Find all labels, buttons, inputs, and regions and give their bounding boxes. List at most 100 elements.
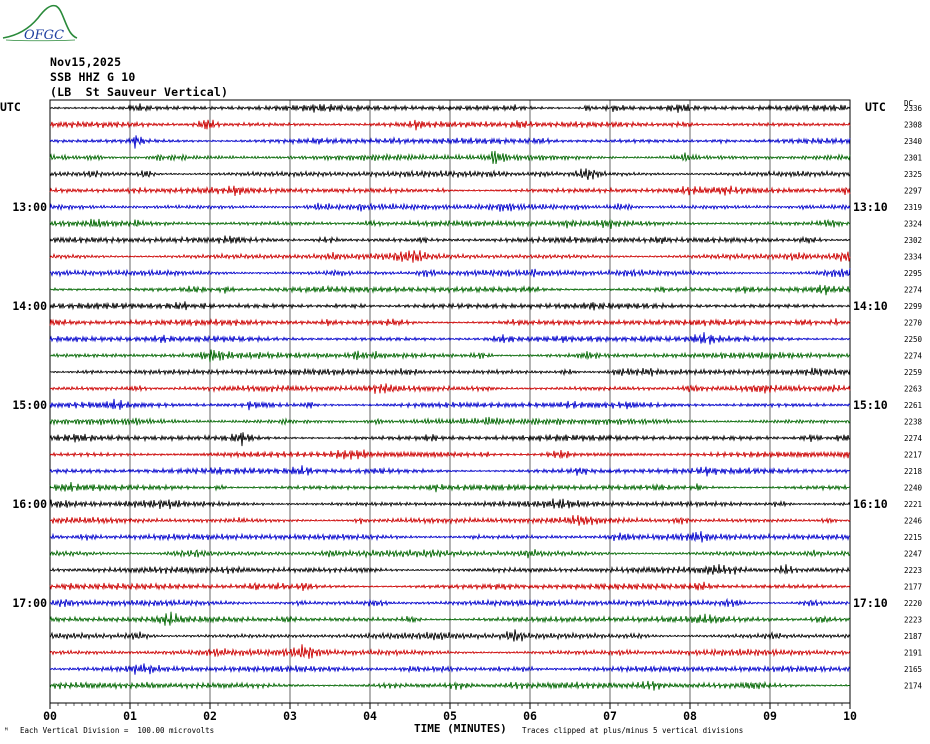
trace-line — [49, 629, 851, 642]
dc-label: DC — [904, 99, 914, 108]
dc-offset-label: 2215 — [904, 533, 922, 542]
dc-offset-label: 2263 — [904, 385, 922, 394]
dc-offset-label: 2334 — [904, 253, 923, 262]
x-tick-label: 06 — [523, 709, 537, 723]
left-hour-label: 14:00 — [12, 299, 47, 313]
trace-line — [49, 318, 851, 328]
right-utc-label: UTC — [865, 100, 886, 114]
right-hour-label: 16:10 — [853, 497, 888, 511]
dc-offset-label: 2270 — [904, 319, 923, 328]
x-tick-label: 08 — [683, 709, 697, 723]
ofgc-logo: OFGC — [2, 4, 78, 43]
trace-line — [49, 564, 851, 575]
x-tick-label: 05 — [443, 709, 457, 723]
x-tick-label: 07 — [603, 709, 617, 723]
x-tick-label: 00 — [43, 709, 57, 723]
dc-offset-label: 2223 — [904, 566, 922, 575]
dc-offset-label: 2302 — [904, 236, 922, 245]
x-tick-label: 03 — [283, 709, 297, 723]
dc-offset-label: 2217 — [904, 451, 922, 460]
trace-line — [49, 581, 851, 591]
dc-offset-label: 2220 — [904, 599, 923, 608]
dc-offset-label: 2319 — [904, 203, 922, 212]
dc-offset-label: 2218 — [904, 467, 923, 476]
corner-mark: ᴹ — [4, 726, 9, 735]
trace-line — [49, 597, 851, 608]
trace-line — [49, 185, 851, 197]
dc-offset-label: 2259 — [904, 368, 922, 377]
dc-offset-label: 2177 — [904, 583, 922, 592]
scale-note: Each Vertical Division = 100.00 microvol… — [20, 726, 215, 735]
dc-offset-label: 2299 — [904, 302, 922, 311]
dc-offset-label: 2250 — [904, 335, 923, 344]
dc-offset-label: 2274 — [904, 352, 923, 361]
left-hour-label: 15:00 — [12, 398, 47, 412]
trace-line — [49, 465, 851, 477]
dc-offset-label: 2340 — [904, 137, 923, 146]
right-hour-label: 17:10 — [853, 596, 888, 610]
dc-offset-label: 2297 — [904, 187, 922, 196]
right-hour-label: 15:10 — [853, 398, 888, 412]
trace-line — [49, 202, 851, 212]
dc-offset-label: 2240 — [904, 484, 923, 493]
dc-offset-label: 2165 — [904, 665, 922, 674]
right-hour-label: 14:10 — [853, 299, 888, 313]
trace-line — [49, 548, 851, 559]
dc-offset-label: 2336 — [904, 104, 923, 113]
logo-text: OFGC — [24, 28, 64, 43]
dc-offset-label: 2301 — [904, 154, 922, 163]
x-tick-label: 10 — [843, 709, 857, 723]
dc-offset-label: 2191 — [904, 649, 922, 658]
dc-offset-label: 2324 — [904, 220, 923, 229]
right-hour-label: 13:10 — [853, 200, 888, 214]
dc-offset-label: 2221 — [904, 500, 922, 509]
trace-line — [49, 531, 851, 543]
trace-line — [49, 150, 851, 165]
trace-line — [49, 135, 851, 149]
trace-line — [49, 268, 851, 278]
dc-offset-label: 2295 — [904, 269, 922, 278]
trace-line — [49, 119, 851, 131]
x-tick-label: 02 — [203, 709, 217, 723]
dc-offset-label: 2246 — [904, 517, 923, 526]
left-hour-label: 16:00 — [12, 497, 47, 511]
logo-volcano-icon — [2, 4, 78, 39]
dc-offset-label: 2174 — [904, 682, 923, 691]
trace-line — [49, 680, 851, 691]
trace-line — [49, 103, 851, 113]
header-date: Nov15,2025 — [50, 55, 122, 69]
left-utc-label: UTC — [0, 100, 21, 114]
header-location: (LB St Sauveur Vertical) — [50, 85, 229, 99]
dc-offset-label: 2261 — [904, 401, 922, 410]
x-tick-label: 01 — [123, 709, 137, 723]
trace-line — [49, 367, 851, 377]
x-axis-title: TIME (MINUTES) — [414, 722, 507, 735]
dc-offset-label: 2274 — [904, 286, 923, 295]
trace-line — [49, 383, 851, 394]
dc-offset-label: 2187 — [904, 632, 922, 641]
trace-line — [49, 644, 851, 659]
trace-line — [49, 301, 851, 311]
trace-line — [49, 449, 851, 460]
trace-line — [49, 663, 851, 675]
dc-offset-label: 2325 — [904, 170, 922, 179]
x-tick-label: 09 — [763, 709, 777, 723]
trace-line — [49, 398, 851, 411]
left-hour-label: 13:00 — [12, 200, 47, 214]
dc-offset-label: 2223 — [904, 616, 922, 625]
trace-line — [49, 284, 851, 296]
x-tick-label: 04 — [363, 709, 377, 723]
left-hour-label: 17:00 — [12, 596, 47, 610]
clip-note: Traces clipped at plus/minus 5 vertical … — [522, 726, 744, 735]
dc-offset-label: 2247 — [904, 550, 922, 559]
trace-line — [49, 218, 851, 229]
trace-line — [49, 611, 851, 626]
trace-line — [49, 168, 851, 180]
dc-offset-label: 2238 — [904, 418, 923, 427]
dc-offset-label: 2274 — [904, 434, 923, 443]
trace-line — [49, 349, 851, 363]
trace-line — [49, 482, 851, 493]
trace-line — [49, 416, 851, 426]
trace-line — [49, 332, 851, 345]
